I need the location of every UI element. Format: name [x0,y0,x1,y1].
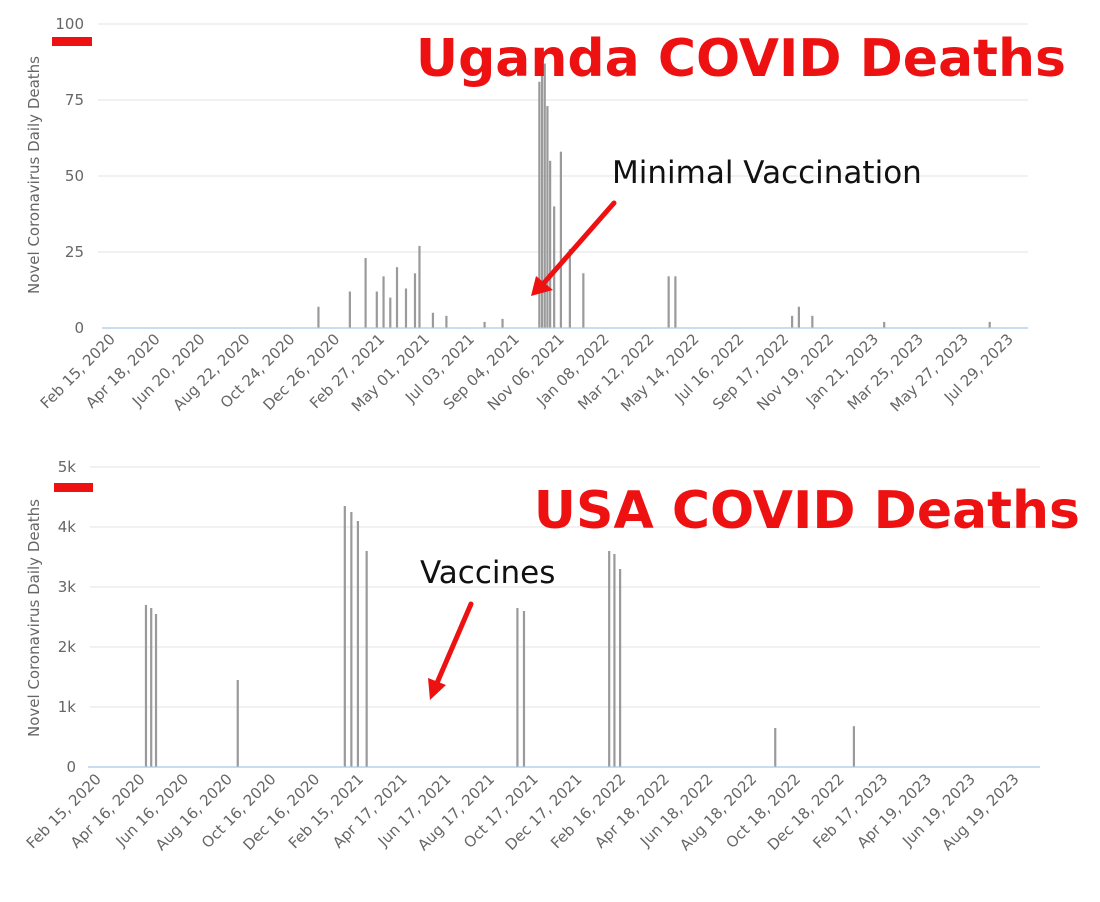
x-tick-label: Dec 16, 2020 [239,770,323,854]
bar [852,726,856,767]
bar [568,248,571,328]
y-tick-label: 3k [58,578,77,596]
x-tick-label: Aug 19, 2023 [938,770,1022,854]
bar [883,321,886,328]
x-tick-label: Dec 18, 2022 [764,770,848,854]
bar [501,318,504,328]
bar [553,206,556,328]
bar [350,512,353,767]
annotation-label: Vaccines [420,555,555,591]
x-tick-label: May 01, 2021 [348,330,433,415]
bar [522,611,526,767]
bar [356,521,360,767]
bar [988,321,991,328]
bar [431,312,435,328]
annotation-label: Minimal Vaccination [612,155,922,191]
bar [549,160,552,328]
x-tick-label: Aug 18, 2022 [676,770,760,854]
y-tick-label: 0 [66,758,76,776]
bar [797,306,800,328]
bar [516,608,519,767]
bar [317,306,320,328]
bar [375,291,378,328]
bar [445,315,448,328]
bar [395,267,399,328]
bar [613,554,616,767]
annotation-arrow [428,601,474,700]
bar [144,605,148,767]
bar [236,680,239,767]
x-tick-label: Feb 15, 2020 [23,770,105,852]
bar [538,81,541,328]
bar [150,608,153,767]
bar [154,614,158,767]
bar [382,276,385,328]
bar [546,106,549,328]
x-tick-label: May 27, 2023 [887,330,972,415]
bar [348,291,351,328]
bar [404,288,408,328]
y-tick-label: 4k [58,518,77,536]
bar [365,551,368,767]
y-tick-label: 2k [58,638,77,656]
x-tick-label: Aug 17, 2021 [414,770,498,854]
bar [791,315,794,328]
bar [811,315,814,328]
y-tick-label: 0 [74,319,84,337]
bar [559,151,562,328]
chart-title: USA COVID Deaths [534,481,1080,541]
y-axis-label: Novel Coronavirus Daily Deaths [25,56,43,294]
y-max-highlight-mark [54,483,93,492]
y-tick-label: 50 [65,167,84,185]
y-max-highlight-mark [52,37,92,46]
y-tick-label: 75 [65,91,84,109]
y-tick-label: 1k [58,698,77,716]
bar [608,551,611,767]
y-axis-label: Novel Coronavirus Daily Deaths [25,499,43,737]
bar [389,297,392,328]
bar [582,273,585,328]
bar [543,63,546,329]
x-tick-label: May 14, 2022 [617,330,702,415]
y-tick-label: 25 [65,243,84,261]
chart-title: Uganda COVID Deaths [416,29,1066,89]
bar [667,276,670,328]
y-tick-label: 100 [55,15,84,33]
x-tick-label: Dec 17, 2021 [502,770,586,854]
bar [674,276,677,328]
bar [364,258,367,328]
bar [540,57,544,328]
bar [774,728,777,767]
annotation-arrow [531,200,617,296]
bar [619,569,622,767]
bar [483,321,486,328]
bar [418,245,421,328]
y-tick-label: 5k [58,458,77,476]
x-tick-label: Aug 16, 2020 [152,770,236,854]
bar [343,506,346,767]
bar [413,273,417,328]
